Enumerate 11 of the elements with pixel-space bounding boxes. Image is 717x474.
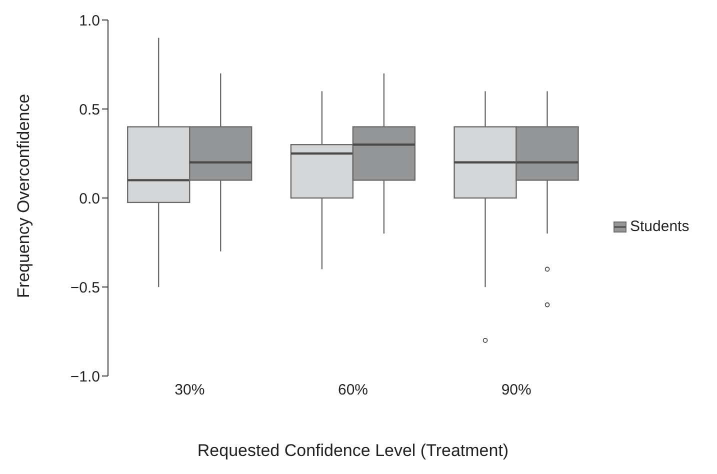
x-tick-label: 30% — [174, 382, 205, 399]
y-tick-label: 0.0 — [79, 190, 100, 208]
x-tick-label: 90% — [501, 382, 532, 399]
legend-label: Students — [630, 218, 690, 235]
y-tick-label: −0.5 — [70, 279, 100, 296]
x-tick-label: 60% — [338, 382, 368, 399]
y-tick-label: −1.0 — [70, 368, 100, 386]
y-tick-label: 1.0 — [79, 12, 100, 30]
x-axis-title: Requested Confidence Level (Treatment) — [197, 441, 509, 460]
y-axis-title: Frequency Overconfidence — [14, 94, 34, 298]
y-tick-label: 0.5 — [79, 101, 100, 118]
